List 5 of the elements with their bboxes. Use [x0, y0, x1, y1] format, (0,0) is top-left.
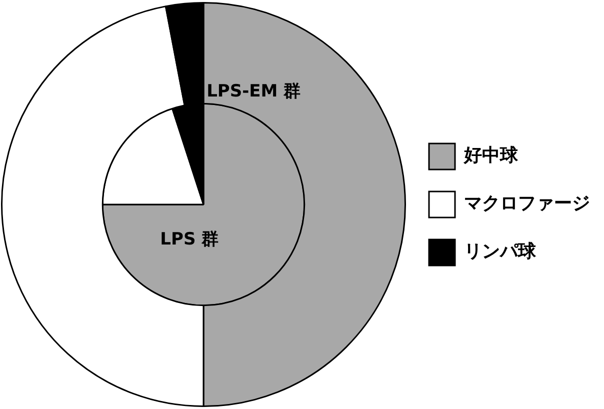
legend-label: 好中球 [463, 145, 519, 166]
slice-label: LPS-EM 群 [206, 82, 301, 102]
legend-label: マクロファージ [464, 193, 590, 214]
legend-label: リンパ球 [464, 241, 537, 262]
slice-label: LPS 群 [160, 230, 219, 250]
